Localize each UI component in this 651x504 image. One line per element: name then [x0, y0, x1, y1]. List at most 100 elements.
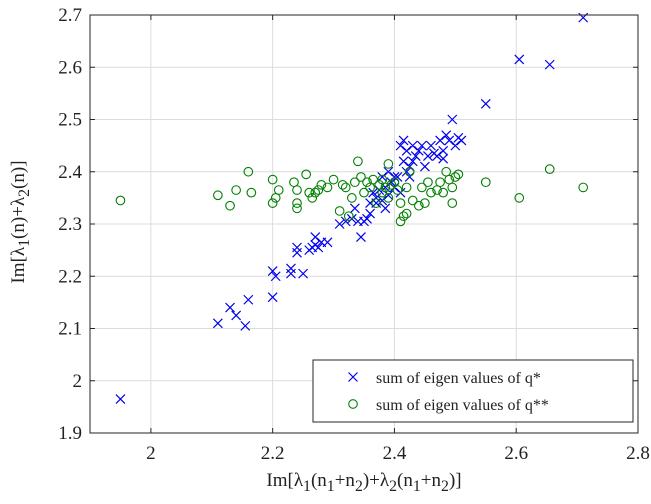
x-tick-label: 2	[146, 443, 156, 464]
data-point-cross	[383, 166, 394, 177]
data-point-circle	[292, 203, 302, 214]
data-point-cross	[456, 135, 467, 146]
data-point-cross	[365, 208, 376, 219]
data-point-cross	[398, 135, 409, 146]
data-point-circle	[273, 185, 284, 195]
data-point-circle	[544, 164, 555, 174]
data-point-cross	[450, 140, 461, 151]
data-point-circle	[398, 211, 409, 222]
data-point-circle	[243, 166, 254, 177]
data-point-cross	[310, 232, 321, 242]
data-point-cross	[435, 135, 446, 146]
data-point-circle	[447, 198, 458, 208]
data-point-circle	[426, 187, 436, 198]
x-tick-label: 2.6	[504, 443, 528, 464]
data-point-circle	[267, 198, 278, 208]
data-points	[115, 12, 589, 404]
data-point-cross	[267, 292, 278, 303]
data-point-cross	[413, 145, 424, 156]
data-point-circle	[362, 177, 372, 188]
data-point-circle	[404, 166, 415, 177]
data-point-cross	[286, 263, 296, 274]
data-point-circle	[346, 193, 357, 203]
y-tick-label: 2.3	[58, 214, 82, 235]
data-point-cross	[243, 294, 254, 305]
data-point-cross	[380, 203, 391, 214]
data-point-circle	[383, 159, 394, 169]
data-point-circle	[313, 185, 324, 195]
legend-box	[312, 359, 634, 423]
data-point-cross	[362, 213, 372, 224]
x-tick-label: 2.4	[383, 443, 407, 464]
data-point-circle	[213, 190, 223, 201]
data-point-cross	[334, 219, 345, 229]
data-point-circle	[231, 185, 241, 195]
data-point-cross	[447, 114, 458, 125]
data-point-circle	[350, 177, 360, 188]
y-tick-label: 2.1	[58, 319, 82, 340]
data-point-cross	[404, 161, 415, 172]
data-point-cross	[438, 153, 449, 164]
data-point-cross	[401, 166, 412, 177]
data-point-cross	[240, 320, 251, 331]
axis-ticks: 2 2.2 2.4 2.6 2.8 1.9 2 2.1 2.2 2.3 2.4 2.5 2.6 2.7	[58, 5, 650, 464]
data-point-cross	[313, 242, 324, 253]
data-point-circle	[386, 179, 397, 190]
data-point-circle	[395, 216, 406, 227]
data-point-cross	[444, 135, 455, 146]
data-point-circle	[304, 187, 315, 198]
data-point-cross	[231, 310, 242, 321]
data-point-circle	[343, 211, 354, 222]
data-point-cross	[392, 172, 403, 182]
data-point-circle	[435, 177, 445, 188]
data-point-cross	[386, 177, 397, 188]
data-point-circle	[423, 177, 433, 188]
x-tick-label: 2.8	[626, 443, 650, 464]
data-point-circle	[380, 182, 391, 193]
data-point-cross	[356, 232, 366, 242]
data-point-cross	[115, 394, 126, 404]
data-point-cross	[544, 59, 555, 70]
data-point-cross	[368, 187, 379, 198]
legend-circle-icon	[348, 399, 358, 409]
data-point-circle	[416, 182, 427, 193]
x-axis-label: Im[λ1(n1+n2)+λ2(n1+n2)]	[266, 470, 462, 495]
data-point-circle	[383, 193, 394, 203]
y-tick-label: 2	[73, 371, 83, 392]
data-point-circle	[353, 156, 363, 167]
data-point-cross	[438, 145, 449, 156]
data-point-circle	[225, 200, 235, 211]
data-point-circle	[377, 187, 388, 198]
data-point-cross	[410, 151, 421, 161]
data-point-cross	[377, 195, 388, 206]
y-tick-label: 2.7	[58, 5, 82, 26]
data-point-cross	[480, 98, 491, 109]
data-point-circle	[420, 198, 430, 208]
y-tick-label: 2.4	[58, 162, 82, 183]
data-point-circle	[359, 187, 369, 198]
data-point-cross	[401, 145, 412, 156]
data-point-circle	[337, 179, 348, 190]
data-point-circle	[328, 174, 339, 185]
data-point-cross	[514, 54, 525, 65]
data-point-circle	[450, 172, 461, 182]
data-point-cross	[267, 266, 278, 276]
series-q-double-star	[115, 156, 589, 227]
x-tick-label: 2.2	[261, 443, 285, 464]
data-point-circle	[578, 182, 589, 193]
data-point-cross	[270, 271, 281, 282]
data-point-circle	[292, 198, 302, 208]
data-point-circle	[115, 195, 126, 206]
data-point-circle	[438, 187, 449, 198]
data-point-circle	[301, 169, 312, 180]
data-point-cross	[423, 151, 433, 161]
data-point-circle	[480, 177, 491, 188]
data-point-cross	[416, 140, 427, 151]
data-point-cross	[340, 216, 351, 227]
data-point-cross	[407, 140, 418, 151]
data-point-circle	[307, 193, 318, 203]
y-tick-label: 2.2	[58, 266, 82, 287]
y-tick-label: 2.6	[58, 57, 82, 78]
legend: sum of eigen values of q* sum of eigen va…	[312, 359, 634, 423]
